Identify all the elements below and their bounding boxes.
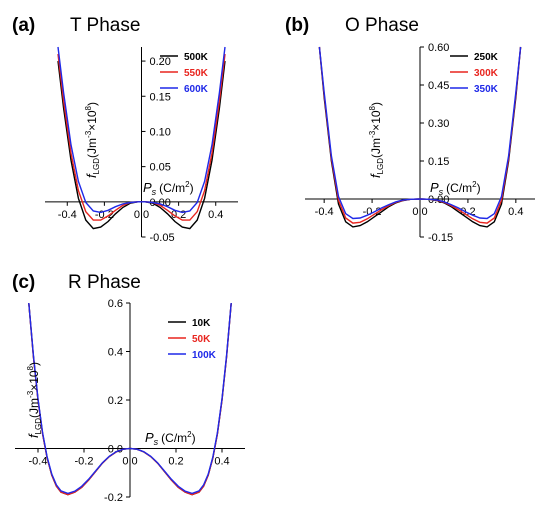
x-axis-unit-close: ) — [190, 181, 194, 195]
panel-c: (c) R Phase -0.4 -0.2 0.0 0.2 0.4 -0.2 0.0 0.2 0.4… — [12, 272, 245, 504]
y-axis-label: fLGD(Jm-3×108) — [84, 102, 101, 178]
panel-a: (a) T Phase-0.4 -0.2 0.0 0.2 0.4-0.050.000.05… — [12, 15, 238, 244]
x-axis-unit-sup: 2 — [187, 430, 192, 439]
y-axis-label: fLGD(Jm-3×108) — [26, 362, 43, 438]
y-axis-unit-close: ) — [27, 362, 41, 366]
x-tick-label: 0.4 — [508, 206, 523, 218]
y-tick-label: -0.05 — [150, 232, 175, 244]
legend-label: 550K — [184, 68, 209, 79]
x-axis-symbol: P — [145, 430, 154, 445]
y-tick-label: 0.6 — [108, 298, 123, 310]
x-axis-symbol: P — [430, 180, 439, 195]
x-tick-label: -0.4 — [315, 206, 334, 218]
y-axis-multiplier: ×10 — [369, 110, 383, 131]
y-axis-symbol: f — [368, 173, 383, 178]
y-axis-multiplier-sup: 8 — [368, 105, 377, 110]
y-tick-label: 0.45 — [428, 80, 449, 92]
x-axis-subscript: s — [152, 187, 157, 197]
y-axis-unit-close: ) — [369, 102, 383, 106]
y-axis-multiplier-sup: 8 — [84, 105, 93, 110]
y-tick-label: 0.60 — [428, 42, 449, 54]
y-axis-subscript: LGD — [92, 158, 101, 175]
x-axis-unit: (C/m — [161, 431, 187, 445]
y-axis-unit-sup: -3 — [26, 390, 35, 398]
y-axis-subscript: LGD — [34, 418, 43, 435]
x-tick-label: 0.0 — [134, 209, 149, 221]
y-tick-label: -0.15 — [428, 232, 453, 244]
x-axis-symbol: P — [143, 180, 152, 195]
series-line-350K — [318, 46, 522, 220]
y-axis-unit-close: ) — [85, 102, 99, 106]
y-tick-label: 0.4 — [108, 347, 123, 359]
y-tick-label: 0.30 — [428, 118, 449, 130]
panel-label: (a) — [12, 15, 35, 36]
legend-label: 250K — [474, 52, 499, 63]
y-axis-multiplier: ×10 — [85, 110, 99, 131]
legend-label: 350K — [474, 84, 499, 95]
x-tick-label: -0.4 — [58, 209, 77, 221]
x-axis-label: Ps (C/m2) — [145, 430, 196, 447]
x-tick-label: 0.0 — [412, 206, 427, 218]
panel-label: (c) — [12, 272, 35, 293]
panel-b: (b) O Phase-0.4 -0.2 0.0 0.2 0.4-0.150.000.15… — [285, 15, 535, 244]
y-axis-symbol: f — [26, 433, 41, 438]
y-tick-label: -0.2 — [104, 492, 123, 504]
y-axis-subscript: LGD — [376, 158, 385, 175]
y-tick-label: 0.2 — [108, 395, 123, 407]
y-axis-multiplier-sup: 8 — [26, 365, 35, 370]
legend-label: 600K — [184, 84, 209, 95]
x-tick-label: 0.4 — [214, 456, 229, 468]
y-axis-unit: (Jm — [85, 138, 99, 158]
legend-label: 500K — [184, 52, 209, 63]
x-tick-label: 0.2 — [168, 456, 183, 468]
y-axis-multiplier: ×10 — [27, 370, 41, 391]
x-axis-unit-sup: 2 — [185, 180, 190, 189]
x-axis-unit: (C/m — [446, 181, 472, 195]
x-axis-unit-close: ) — [477, 181, 481, 195]
legend-label: 100K — [192, 350, 217, 361]
x-axis-label: Ps (C/m2) — [430, 180, 481, 197]
y-tick-label: 0.0 — [108, 444, 123, 456]
y-tick-label: 0.20 — [150, 56, 171, 68]
x-tick-label: -0.4 — [29, 456, 48, 468]
x-axis-unit-close: ) — [192, 431, 196, 445]
y-axis-unit-sup: -3 — [368, 130, 377, 138]
series-line-600K — [57, 46, 226, 214]
y-axis-unit: (Jm — [27, 398, 41, 418]
y-tick-label: 0.15 — [150, 91, 171, 103]
panel-title: R Phase — [68, 272, 141, 293]
y-axis-label: fLGD(Jm-3×108) — [368, 102, 385, 178]
y-axis-unit: (Jm — [369, 138, 383, 158]
y-axis-unit-sup: -3 — [84, 130, 93, 138]
panel-title: T Phase — [70, 15, 140, 36]
x-axis-subscript: s — [439, 187, 444, 197]
x-tick-label: -0.2 — [75, 456, 94, 468]
x-axis-unit: (C/m — [159, 181, 185, 195]
series-line-100K — [28, 302, 232, 495]
panel-title: O Phase — [345, 15, 419, 36]
legend-label: 10K — [192, 318, 211, 329]
legend-label: 300K — [474, 68, 499, 79]
x-axis-subscript: s — [154, 437, 159, 447]
x-tick-label: 0.4 — [208, 209, 223, 221]
x-axis-unit-sup: 2 — [472, 180, 477, 189]
x-axis-label: Ps (C/m2) — [143, 180, 194, 197]
legend-label: 50K — [192, 334, 211, 345]
y-tick-label: 0.15 — [428, 156, 449, 168]
y-axis-symbol: f — [84, 173, 99, 178]
y-tick-label: 0.10 — [150, 126, 171, 138]
x-tick-label: 0.0 — [122, 456, 137, 468]
y-tick-label: 0.05 — [150, 162, 171, 174]
panel-label: (b) — [285, 15, 309, 36]
